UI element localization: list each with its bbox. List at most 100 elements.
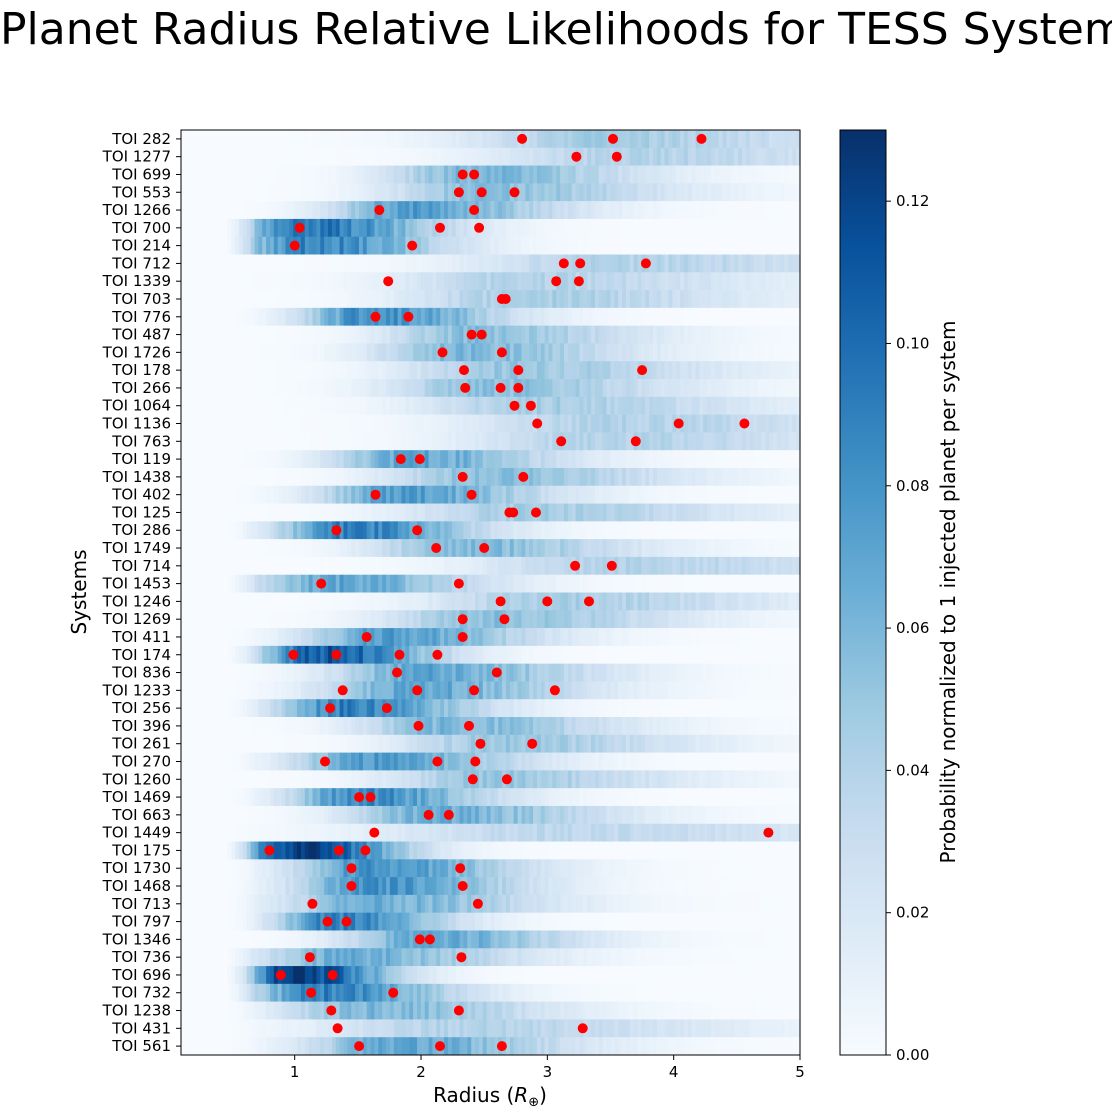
heat-cell bbox=[618, 503, 623, 522]
heat-cell bbox=[714, 574, 720, 593]
heat-cell bbox=[680, 147, 685, 166]
heat-cell bbox=[687, 556, 693, 576]
heat-cell bbox=[432, 201, 437, 220]
heat-cell bbox=[695, 272, 701, 291]
heat-cell bbox=[215, 396, 221, 415]
heat-cell bbox=[792, 183, 797, 202]
heat-cell bbox=[691, 628, 697, 647]
heat-cell bbox=[475, 503, 480, 522]
heat-cell bbox=[625, 361, 631, 380]
heat-cell bbox=[687, 645, 693, 664]
heat-cell bbox=[517, 272, 523, 291]
heat-cell bbox=[273, 645, 279, 664]
heat-cell bbox=[540, 379, 546, 398]
heat-cell bbox=[188, 254, 194, 273]
heat-cell bbox=[714, 272, 720, 291]
heat-cell bbox=[246, 183, 252, 202]
heat-cell bbox=[691, 521, 697, 540]
heat-cell bbox=[386, 539, 391, 558]
heat-cell bbox=[389, 396, 395, 415]
heat-cell bbox=[219, 165, 225, 184]
heat-cell bbox=[664, 147, 670, 166]
heat-cell bbox=[397, 467, 403, 487]
heat-cell bbox=[266, 379, 271, 398]
heat-cell bbox=[788, 645, 793, 664]
heat-cell bbox=[564, 592, 569, 611]
heat-cell bbox=[741, 467, 747, 487]
heat-cell bbox=[277, 521, 283, 540]
heat-cell bbox=[289, 628, 294, 647]
heat-cell bbox=[416, 574, 422, 593]
heat-cell bbox=[695, 503, 701, 522]
heat-cell bbox=[757, 254, 762, 273]
heat-cell bbox=[680, 432, 685, 451]
heat-cell bbox=[548, 361, 553, 380]
heat-cell bbox=[355, 361, 360, 380]
heat-cell bbox=[598, 503, 604, 522]
heat-cell bbox=[796, 325, 801, 344]
heat-cell bbox=[397, 414, 403, 433]
heat-cell bbox=[308, 610, 314, 629]
heat-cell bbox=[517, 147, 523, 166]
heat-cell bbox=[734, 645, 739, 664]
heat-cell bbox=[587, 396, 592, 415]
heat-cell bbox=[529, 272, 534, 291]
heat-cell bbox=[351, 343, 356, 362]
heat-cell bbox=[567, 467, 573, 487]
heat-cell bbox=[355, 254, 360, 273]
heat-cell bbox=[741, 272, 747, 291]
heat-cell bbox=[610, 272, 615, 291]
heat-cell bbox=[366, 556, 372, 576]
heat-cell bbox=[393, 503, 399, 522]
heat-cell bbox=[490, 147, 495, 166]
heat-cell bbox=[246, 645, 252, 664]
heat-cell bbox=[591, 183, 596, 202]
heat-cell bbox=[405, 201, 410, 220]
heat-cell bbox=[668, 325, 673, 344]
heat-cell bbox=[575, 450, 581, 469]
heat-cell bbox=[386, 361, 391, 380]
heat-cell bbox=[308, 147, 314, 166]
heat-cell bbox=[285, 663, 290, 682]
heat-cell bbox=[362, 325, 368, 344]
heat-cell bbox=[358, 645, 364, 664]
heat-cell bbox=[598, 414, 604, 433]
heat-cell bbox=[328, 183, 333, 202]
heat-cell bbox=[475, 539, 480, 558]
heat-cell bbox=[711, 432, 716, 451]
heat-cell bbox=[641, 450, 646, 469]
heat-cell bbox=[382, 574, 387, 593]
heat-cell bbox=[463, 130, 468, 149]
heat-cell bbox=[463, 236, 468, 255]
heat-cell bbox=[355, 290, 360, 309]
heat-cell bbox=[618, 521, 623, 540]
heat-cell bbox=[413, 183, 418, 202]
heat-cell bbox=[571, 485, 577, 504]
heat-cell bbox=[718, 201, 724, 220]
heat-cell bbox=[463, 307, 468, 326]
heat-cell bbox=[447, 307, 453, 326]
heat-cell bbox=[780, 521, 786, 540]
heat-cell bbox=[745, 521, 751, 540]
heat-cell bbox=[432, 254, 437, 273]
heat-cell bbox=[200, 361, 205, 380]
heat-cell bbox=[250, 574, 256, 593]
heat-cell bbox=[583, 307, 588, 326]
heat-cell bbox=[208, 307, 213, 326]
heat-cell bbox=[463, 663, 468, 682]
heat-cell bbox=[680, 201, 685, 220]
heat-cell bbox=[184, 432, 190, 451]
heat-cell bbox=[591, 450, 596, 469]
heat-cell bbox=[297, 165, 302, 184]
heat-cell bbox=[227, 592, 232, 611]
heat-cell bbox=[304, 556, 310, 576]
heat-cell bbox=[308, 539, 314, 558]
heat-cell bbox=[633, 628, 639, 647]
heat-cell bbox=[564, 307, 569, 326]
heat-cell bbox=[629, 592, 635, 611]
heat-cell bbox=[788, 539, 793, 558]
heat-cell bbox=[208, 503, 213, 522]
heat-cell bbox=[718, 556, 724, 576]
heat-cell bbox=[416, 183, 422, 202]
heat-cell bbox=[281, 201, 287, 220]
